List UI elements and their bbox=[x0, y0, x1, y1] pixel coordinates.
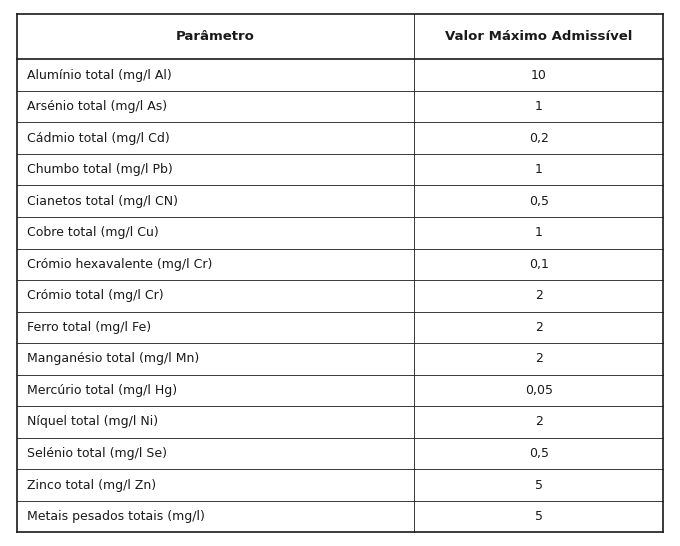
Text: 1: 1 bbox=[534, 100, 543, 113]
Text: 2: 2 bbox=[534, 321, 543, 334]
Text: Crómio total (mg/l Cr): Crómio total (mg/l Cr) bbox=[27, 289, 164, 302]
Text: 0,2: 0,2 bbox=[529, 132, 549, 145]
Text: 1: 1 bbox=[534, 226, 543, 239]
Text: 5: 5 bbox=[534, 510, 543, 523]
Text: Cianetos total (mg/l CN): Cianetos total (mg/l CN) bbox=[27, 195, 178, 207]
Text: Crómio hexavalente (mg/l Cr): Crómio hexavalente (mg/l Cr) bbox=[27, 258, 213, 271]
Text: Níquel total (mg/l Ni): Níquel total (mg/l Ni) bbox=[27, 416, 158, 429]
Text: Chumbo total (mg/l Pb): Chumbo total (mg/l Pb) bbox=[27, 163, 173, 176]
Text: 10: 10 bbox=[530, 69, 547, 81]
Text: Manganésio total (mg/l Mn): Manganésio total (mg/l Mn) bbox=[27, 352, 199, 365]
Text: Alumínio total (mg/l Al): Alumínio total (mg/l Al) bbox=[27, 69, 172, 81]
Text: 0,5: 0,5 bbox=[528, 195, 549, 207]
Text: Selénio total (mg/l Se): Selénio total (mg/l Se) bbox=[27, 447, 167, 460]
Text: Cobre total (mg/l Cu): Cobre total (mg/l Cu) bbox=[27, 226, 159, 239]
Text: Ferro total (mg/l Fe): Ferro total (mg/l Fe) bbox=[27, 321, 152, 334]
Text: 2: 2 bbox=[534, 416, 543, 429]
Text: 1: 1 bbox=[534, 163, 543, 176]
Text: 2: 2 bbox=[534, 289, 543, 302]
Text: Mercúrio total (mg/l Hg): Mercúrio total (mg/l Hg) bbox=[27, 384, 177, 397]
Text: Metais pesados totais (mg/l): Metais pesados totais (mg/l) bbox=[27, 510, 205, 523]
Text: 0,5: 0,5 bbox=[528, 447, 549, 460]
Text: 5: 5 bbox=[534, 478, 543, 491]
Text: Cádmio total (mg/l Cd): Cádmio total (mg/l Cd) bbox=[27, 132, 170, 145]
Text: 0,1: 0,1 bbox=[529, 258, 549, 271]
Text: 2: 2 bbox=[534, 352, 543, 365]
Text: Zinco total (mg/l Zn): Zinco total (mg/l Zn) bbox=[27, 478, 156, 491]
Text: Parâmetro: Parâmetro bbox=[176, 30, 255, 43]
Text: 0,05: 0,05 bbox=[525, 384, 553, 397]
Text: Arsénio total (mg/l As): Arsénio total (mg/l As) bbox=[27, 100, 167, 113]
Text: Valor Máximo Admissível: Valor Máximo Admissível bbox=[445, 30, 632, 43]
